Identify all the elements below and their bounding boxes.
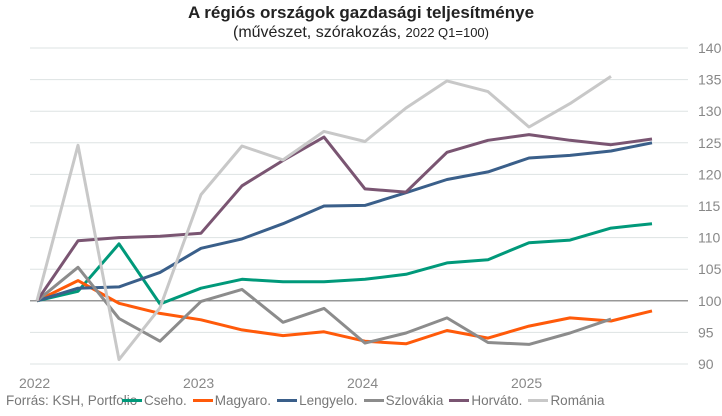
x-axis-ticks: 2022 2023 2024 2025 bbox=[19, 375, 542, 391]
series-line-magyaro bbox=[36, 279, 653, 346]
legend-item: Horváto. bbox=[449, 393, 522, 408]
y-tick-label: 120 bbox=[698, 166, 722, 182]
chart-title: A régiós országok gazdasági teljesítmény… bbox=[187, 3, 535, 22]
legend-swatch bbox=[122, 399, 142, 402]
legend-label: Cseho. bbox=[144, 393, 187, 408]
y-tick-label: 110 bbox=[698, 230, 721, 246]
series-line-lengyelo bbox=[36, 141, 653, 303]
subtitle-main: (művészet, szórakozás, bbox=[233, 24, 406, 41]
source-note: Forrás: KSH, Portfolio bbox=[6, 393, 138, 408]
series-line-cseho bbox=[36, 222, 653, 306]
series-line-romnia bbox=[35, 75, 612, 362]
legend-swatch bbox=[528, 399, 549, 402]
subtitle-base: 2022 Q1=100) bbox=[405, 25, 489, 40]
x-tick-label: 2023 bbox=[183, 375, 214, 391]
series-line-horvto bbox=[35, 133, 653, 302]
legend-label: Szlovákia bbox=[385, 393, 444, 408]
legend-item: Cseho. bbox=[122, 393, 187, 408]
x-tick-label: 2025 bbox=[511, 375, 542, 391]
legend-item: Lengyelo. bbox=[277, 393, 358, 408]
x-tick-label: 2024 bbox=[347, 375, 378, 391]
legend-item: Románia bbox=[528, 393, 604, 408]
y-tick-label: 130 bbox=[698, 103, 722, 119]
y-tick-label: 135 bbox=[698, 72, 722, 88]
y-tick-label: 100 bbox=[698, 293, 722, 309]
y-tick-label: 140 bbox=[698, 40, 722, 56]
y-tick-label: 115 bbox=[698, 198, 721, 214]
y-tick-label: 90 bbox=[698, 356, 714, 372]
chart-subtitle: (művészet, szórakozás, 2022 Q1=100) bbox=[0, 24, 722, 42]
legend-swatch bbox=[363, 399, 384, 402]
series-lines bbox=[35, 75, 653, 362]
y-tick-label: 125 bbox=[698, 135, 722, 151]
legend-swatch bbox=[277, 399, 298, 402]
series-line-szlovkia bbox=[36, 265, 612, 346]
y-tick-label: 105 bbox=[698, 261, 722, 277]
legend-label: Románia bbox=[550, 393, 605, 408]
legend-label: Horváto. bbox=[471, 393, 523, 408]
legend-item: Szlovákia bbox=[363, 393, 444, 408]
y-tick-label: 95 bbox=[698, 324, 714, 340]
legend: Cseho. Magyaro. Lengyelo. Szlovákia Horváto.… bbox=[122, 393, 604, 408]
legend-swatch bbox=[449, 399, 470, 402]
x-tick-label: 2022 bbox=[19, 375, 50, 391]
legend-swatch bbox=[192, 399, 213, 402]
legend-label: Magyaro. bbox=[214, 393, 272, 408]
legend-item: Magyaro. bbox=[192, 393, 272, 408]
y-axis-ticks: 90 95 100 105 110 115 120 125 130 135 140 bbox=[698, 40, 722, 372]
legend-label: Lengyelo. bbox=[299, 393, 358, 408]
